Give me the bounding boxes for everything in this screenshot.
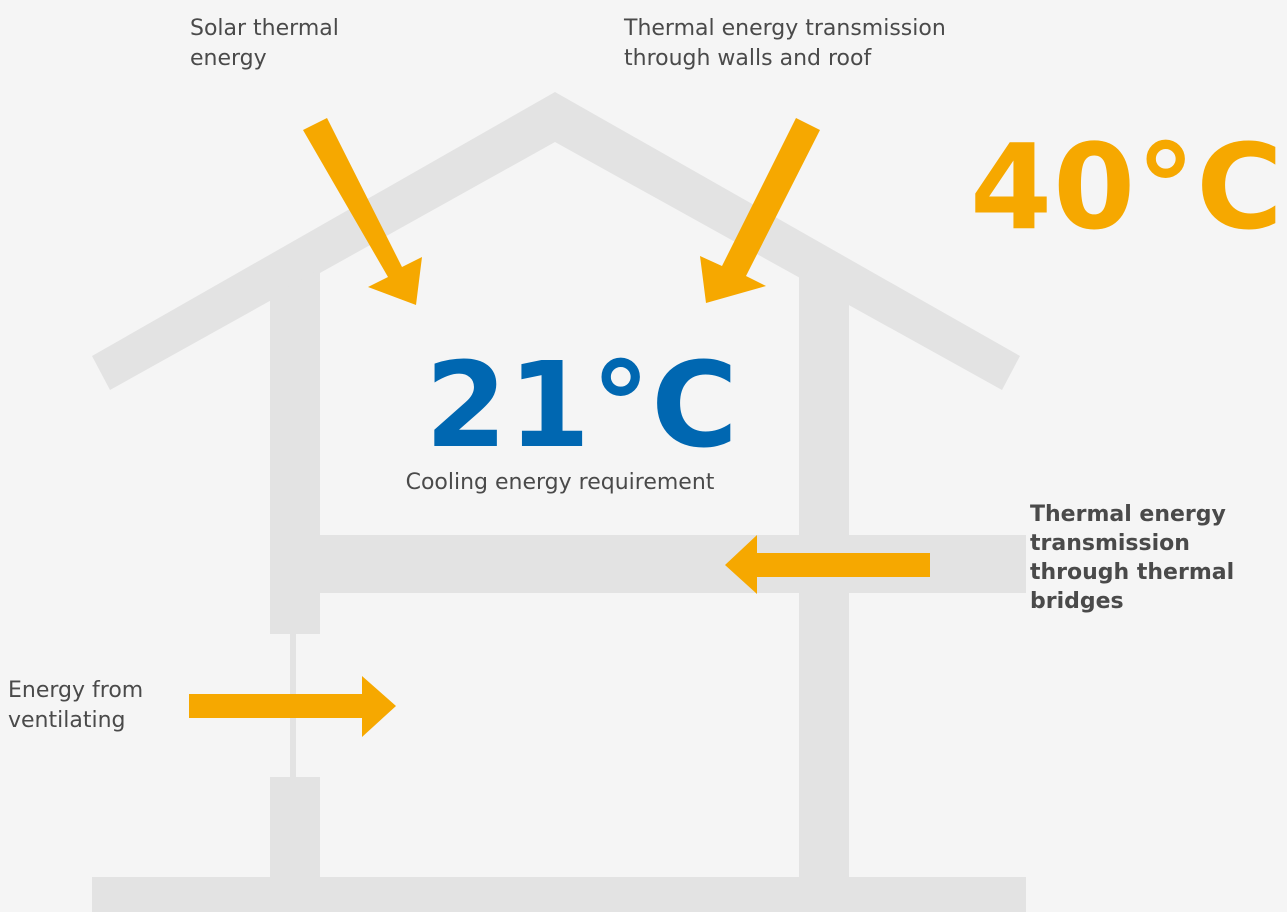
label-line: energy [190, 46, 267, 71]
ground-slab [92, 877, 1026, 912]
label-line: transmission [1030, 531, 1190, 556]
walls-roof-arrow-icon [700, 118, 820, 303]
label-line: ventilating [8, 708, 126, 733]
ceiling-left-cap [270, 269, 320, 297]
label-line: through walls and roof [624, 46, 872, 71]
label-line: Energy from [8, 678, 144, 703]
left-wall-lower [270, 777, 320, 882]
label-line: through thermal [1030, 560, 1235, 585]
label-walls-roof-transmission: Thermal energy transmission through wall… [624, 14, 946, 74]
label-thermal-bridges: Thermal energy transmission through ther… [1030, 500, 1234, 616]
label-line: bridges [1030, 589, 1124, 614]
solar-thermal-arrow-icon [303, 118, 422, 305]
outdoor-temperature: 40°C [970, 118, 1284, 256]
label-energy-from-ventilating: Energy from ventilating [8, 676, 143, 736]
label-solar-thermal-energy: Solar thermal energy [190, 14, 339, 74]
label-line: Thermal energy [1030, 502, 1226, 527]
label-line: Solar thermal [190, 16, 339, 41]
label-line: Thermal energy transmission [624, 16, 946, 41]
thermal-bridges-arrow-icon [725, 535, 930, 594]
ventilating-arrow-icon [189, 676, 396, 737]
indoor-caption: Cooling energy requirement [405, 470, 715, 495]
indoor-temperature: 21°C [425, 336, 739, 474]
